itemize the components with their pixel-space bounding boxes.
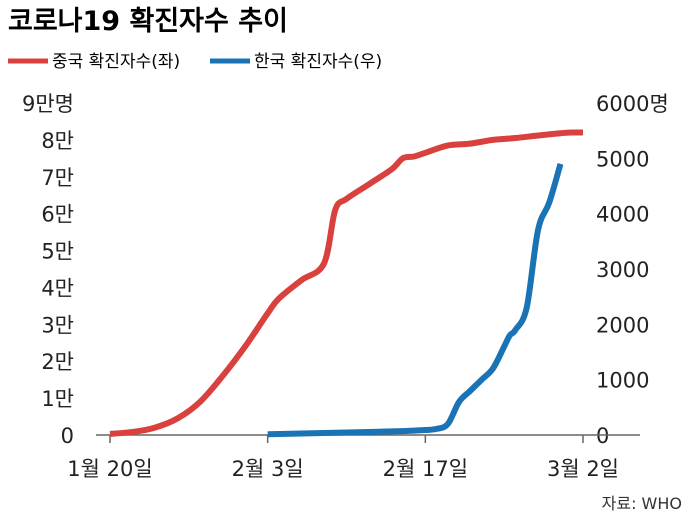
legend-korea-label: 한국 확진자수(우) <box>254 52 382 72</box>
y-left-tick-label: 7만 <box>41 166 74 190</box>
y-left-tick-label: 5만 <box>41 240 74 264</box>
y-right-tick-label: 5000 <box>596 147 649 171</box>
y-left-tick-label: 9만명 <box>22 92 74 116</box>
legend-china-label: 중국 확진자수(좌) <box>52 52 180 72</box>
y-left-tick-label: 0 <box>61 424 74 448</box>
y-right-tick-label: 4000 <box>596 203 649 227</box>
legend: 중국 확진자수(좌) 한국 확진자수(우) <box>8 52 382 72</box>
x-tick-label: 2월 17일 <box>383 457 468 481</box>
y-left-tick-label: 4만 <box>41 276 74 300</box>
x-tick-label: 2월 3일 <box>232 457 304 481</box>
y-right-tick-label: 6000명 <box>596 92 669 116</box>
y-axis-left: 0 1만 2만 3만 4만 5만 6만 7만 8만 9만명 <box>22 92 74 448</box>
y-left-tick-label: 6만 <box>41 203 74 227</box>
x-axis: 1월 20일 2월 3일 2월 17일 3월 2일 <box>67 435 619 481</box>
x-tick-label: 1월 20일 <box>67 457 152 481</box>
y-right-tick-label: 2000 <box>596 313 649 337</box>
y-left-tick-label: 2만 <box>41 350 74 374</box>
y-right-tick-label: 1000 <box>596 369 649 393</box>
x-tick-label: 3월 2일 <box>547 457 619 481</box>
series-line-korea <box>267 163 564 438</box>
y-left-tick-label: 1만 <box>41 387 74 411</box>
y-axis-right: 0 1000 2000 3000 4000 5000 6000명 <box>596 92 669 448</box>
y-right-tick-label: 0 <box>596 424 609 448</box>
y-left-tick-label: 8만 <box>41 129 74 153</box>
chart-title: 코로나19 확진자수 추이 <box>8 6 288 37</box>
series-line-china <box>109 129 584 437</box>
y-right-tick-label: 3000 <box>596 258 649 282</box>
source-note: 자료: WHO <box>602 494 682 513</box>
y-left-tick-label: 3만 <box>41 313 74 337</box>
